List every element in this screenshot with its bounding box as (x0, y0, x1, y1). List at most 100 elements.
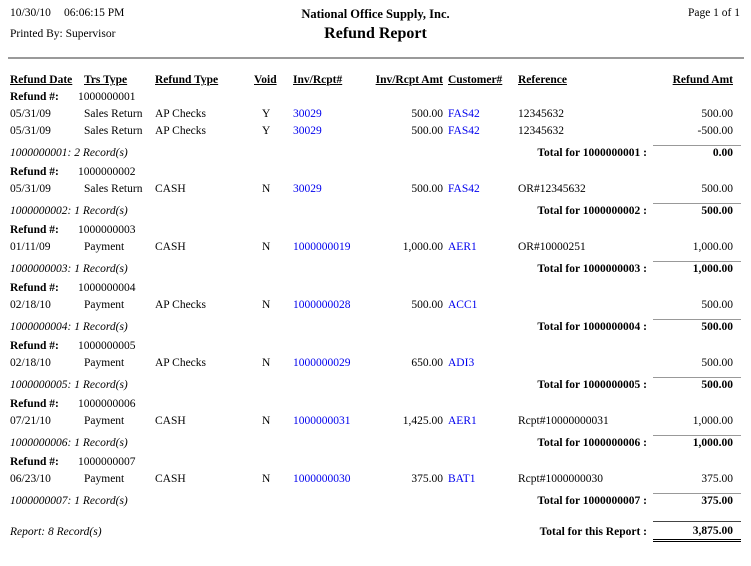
cell-refund-type: CASH (155, 241, 186, 253)
column-header-trs-type: Trs Type (84, 74, 128, 86)
customer-link[interactable]: ADI3 (448, 357, 475, 369)
refund-number-value: 1000000003 (78, 224, 136, 236)
refund-group: Refund #: 1000000002 05/31/09 Sales Retu… (0, 164, 751, 219)
table-row: 05/31/09 Sales Return AP Checks Y 30029 … (0, 123, 751, 140)
customer-link[interactable]: ACC1 (448, 299, 478, 311)
cell-reference (518, 297, 650, 314)
cell-refund-amt: 1,000.00 (692, 241, 733, 253)
company-name: National Office Supply, Inc. (301, 7, 450, 21)
column-header-inv-rcpt-amt: Inv/Rcpt Amt (375, 74, 443, 86)
refund-group-footer: 1000000006: 1 Record(s) Total for 100000… (0, 435, 751, 451)
cell-void: N (262, 357, 271, 369)
group-record-count: 1000000002: 1 Record(s) (10, 205, 128, 217)
cell-void: N (262, 183, 271, 195)
inv-rcpt-link[interactable]: 1000000029 (293, 357, 351, 369)
cell-trs-type: Sales Return (84, 183, 143, 195)
report-title: Refund Report (324, 25, 427, 42)
cell-refund-type: CASH (155, 473, 186, 485)
cell-reference: 12345632 (518, 108, 564, 120)
inv-rcpt-link[interactable]: 1000000019 (293, 241, 351, 253)
refund-number-value: 1000000006 (78, 398, 136, 410)
cell-refund-date: 02/18/10 (10, 357, 51, 369)
refund-number-value: 1000000004 (78, 282, 136, 294)
refund-group-header: Refund #: 1000000001 (0, 89, 751, 106)
cell-refund-amt: 1,000.00 (692, 415, 733, 427)
cell-trs-type: Payment (84, 357, 125, 369)
group-total-label: Total for 1000000004 : (537, 321, 647, 333)
table-row: 05/31/09 Sales Return AP Checks Y 30029 … (0, 106, 751, 123)
refund-number-label: Refund #: (10, 282, 59, 294)
refund-group-rows: 05/31/09 Sales Return CASH N 30029 500.0… (0, 181, 751, 198)
column-header-inv-rcpt: Inv/Rcpt# (293, 74, 343, 86)
cell-refund-type: AP Checks (155, 125, 207, 137)
report-total-value: 3,875.00 (653, 521, 741, 542)
cell-trs-type: Payment (84, 241, 125, 253)
refund-group-footer: 1000000001: 2 Record(s) Total for 100000… (0, 145, 751, 161)
inv-rcpt-link[interactable]: 1000000030 (293, 473, 351, 485)
group-total-label: Total for 1000000001 : (537, 147, 647, 159)
cell-refund-date: 06/23/10 (10, 473, 51, 485)
cell-refund-type: CASH (155, 183, 186, 195)
table-row: 02/18/10 Payment AP Checks N 1000000028 … (0, 297, 751, 314)
customer-link[interactable]: FAS42 (448, 183, 480, 195)
inv-rcpt-link[interactable]: 30029 (293, 125, 322, 137)
table-row: 01/11/09 Payment CASH N 1000000019 1,000… (0, 239, 751, 256)
refund-group-footer: 1000000002: 1 Record(s) Total for 100000… (0, 203, 751, 219)
refund-number-label: Refund #: (10, 166, 59, 178)
page-number: Page 1 of 1 (687, 7, 740, 19)
refund-group: Refund #: 1000000004 02/18/10 Payment AP… (0, 280, 751, 335)
refund-number-value: 1000000002 (78, 166, 136, 178)
customer-link[interactable]: FAS42 (448, 108, 480, 120)
customer-link[interactable]: BAT1 (448, 473, 476, 485)
group-record-count: 1000000001: 2 Record(s) (10, 147, 128, 159)
refund-group-header: Refund #: 1000000003 (0, 222, 751, 239)
refund-group-rows: 01/11/09 Payment CASH N 1000000019 1,000… (0, 239, 751, 256)
refund-number-label: Refund #: (10, 398, 59, 410)
refund-group-header: Refund #: 1000000006 (0, 396, 751, 413)
column-header-refund-type: Refund Type (155, 74, 219, 86)
cell-void: N (262, 415, 271, 427)
customer-link[interactable]: AER1 (448, 241, 477, 253)
cell-refund-type: AP Checks (155, 299, 207, 311)
cell-inv-rcpt-amt: 375.00 (411, 473, 443, 485)
cell-trs-type: Payment (84, 415, 125, 427)
refund-group-header: Refund #: 1000000002 (0, 164, 751, 181)
inv-rcpt-link[interactable]: 1000000031 (293, 415, 351, 427)
refund-group: Refund #: 1000000001 05/31/09 Sales Retu… (0, 89, 751, 161)
refund-group-rows: 02/18/10 Payment AP Checks N 1000000028 … (0, 297, 751, 314)
refund-number-value: 1000000005 (78, 340, 136, 352)
refund-group: Refund #: 1000000006 07/21/10 Payment CA… (0, 396, 751, 451)
refund-group-header: Refund #: 1000000004 (0, 280, 751, 297)
refund-number-label: Refund #: (10, 224, 59, 236)
refund-group-rows: 05/31/09 Sales Return AP Checks Y 30029 … (0, 106, 751, 140)
group-total-value: 375.00 (653, 493, 741, 509)
column-header-refund-date: Refund Date (10, 74, 73, 86)
group-total-value: 1,000.00 (653, 435, 741, 451)
inv-rcpt-link[interactable]: 1000000028 (293, 299, 351, 311)
cell-refund-amt: 500.00 (701, 183, 733, 195)
cell-refund-date: 01/11/09 (10, 241, 51, 253)
group-record-count: 1000000005: 1 Record(s) (10, 379, 128, 391)
customer-link[interactable]: FAS42 (448, 125, 480, 137)
customer-link[interactable]: AER1 (448, 415, 477, 427)
cell-refund-date: 05/31/09 (10, 125, 51, 137)
report-header: 10/30/10 06:06:15 PM National Office Sup… (0, 0, 751, 59)
refund-number-label: Refund #: (10, 456, 59, 468)
cell-trs-type: Payment (84, 299, 125, 311)
inv-rcpt-link[interactable]: 30029 (293, 108, 322, 120)
column-header-void: Void (254, 74, 277, 86)
column-header-customer: Customer# (448, 74, 503, 86)
cell-void: Y (262, 108, 271, 120)
cell-refund-amt: 500.00 (701, 357, 733, 369)
refund-group: Refund #: 1000000007 06/23/10 Payment CA… (0, 454, 751, 509)
report-total-label: Total for this Report : (539, 526, 647, 538)
table-row: 07/21/10 Payment CASH N 1000000031 1,425… (0, 413, 751, 430)
inv-rcpt-link[interactable]: 30029 (293, 183, 322, 195)
cell-inv-rcpt-amt: 1,425.00 (402, 415, 443, 427)
refund-number-value: 1000000007 (78, 456, 136, 468)
cell-refund-amt: 500.00 (701, 299, 733, 311)
cell-reference: Rcpt#1000000030 (518, 473, 603, 485)
refund-group-header: Refund #: 1000000007 (0, 454, 751, 471)
refund-number-label: Refund #: (10, 91, 59, 103)
refund-group: Refund #: 1000000005 02/18/10 Payment AP… (0, 338, 751, 393)
